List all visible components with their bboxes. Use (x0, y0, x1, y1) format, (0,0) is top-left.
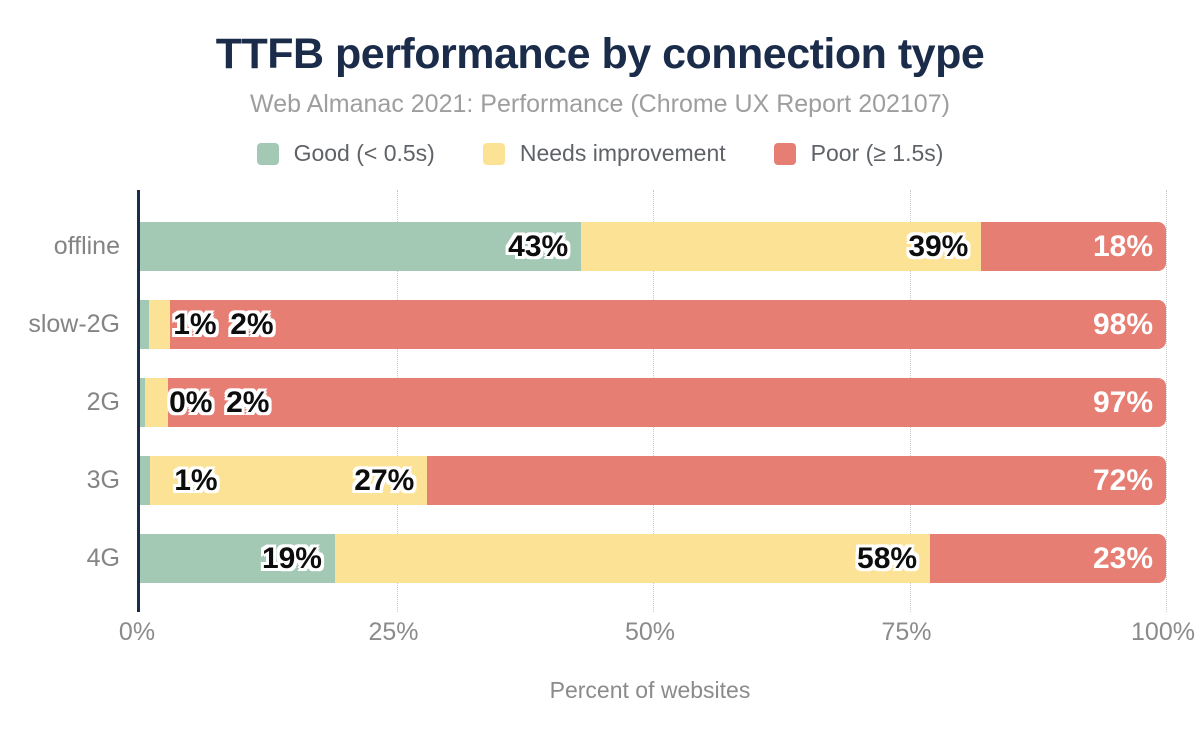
y-label-slow-2g: slow-2G (28, 310, 120, 338)
y-label-2g: 2G (86, 388, 120, 416)
legend-swatch-icon (482, 142, 505, 165)
bar-segment-slow-2g-poor-1-5s (169, 300, 1166, 349)
y-label-offline: offline (53, 232, 120, 260)
x-tick-0: 0% (118, 618, 156, 646)
bar-segment-offline-good-0-5s (140, 222, 582, 271)
bar-value-2g-good-0-5s: 0% (169, 386, 213, 419)
chart-subtitle: Web Almanac 2021: Performance (Chrome UX… (250, 90, 950, 118)
bar-value-offline-needs-improvement: 39% (908, 230, 969, 263)
bar-value-slow-2g-good-0-5s: 1% (173, 308, 217, 341)
plot-area: 43% 39% 18% 1% 2% 98% 0% 2% 97% 1% 27% 72% 19% 58% 23% (137, 190, 1167, 612)
bar-value-4g-good-0-5s: 19% (261, 542, 322, 575)
bar-segment-3g-good-0-5s (140, 456, 151, 505)
bar-value-2g-needs-improvement: 2% (226, 386, 270, 419)
x-axis-title: Percent of websites (549, 677, 751, 703)
bar-row-offline: 43% 39% 18% (140, 222, 1166, 271)
legend-item-good-0-5s: Good (< 0.5s) (256, 140, 435, 167)
bar-segment-3g-poor-1-5s (427, 456, 1166, 505)
x-tick-100: 100% (1131, 618, 1195, 646)
bar-row-3g: 1% 27% 72% (140, 456, 1166, 505)
bar-value-offline-poor-1-5s: 18% (1093, 230, 1154, 263)
legend-label: Needs improvement (519, 140, 726, 166)
bar-segment-offline-needs-improvement (581, 222, 982, 271)
bar-segment-4g-poor-1-5s (930, 534, 1166, 583)
bar-segment-slow-2g-needs-improvement (149, 300, 170, 349)
bar-value-2g-poor-1-5s: 97% (1093, 386, 1154, 419)
bar-segment-2g-needs-improvement (145, 378, 168, 427)
bar-value-slow-2g-needs-improvement: 2% (230, 308, 274, 341)
legend: Good (< 0.5s) Needs improvement Poor (≥ 1.… (0, 140, 1200, 167)
gridline-100 (1166, 190, 1167, 612)
bar-value-slow-2g-poor-1-5s: 98% (1093, 308, 1154, 341)
bar-row-4g: 19% 58% 23% (140, 534, 1166, 583)
legend-item-poor-1-5s: Poor (≥ 1.5s) (773, 140, 944, 167)
bar-value-3g-needs-improvement: 27% (354, 464, 415, 497)
y-label-3g: 3G (86, 466, 120, 494)
legend-item-needs-improvement: Needs improvement (482, 140, 726, 167)
bar-row-slow-2g: 1% 2% 98% (140, 300, 1166, 349)
bar-segment-slow-2g-good-0-5s (140, 300, 150, 349)
legend-swatch-icon (773, 142, 796, 165)
x-tick-50: 50% (624, 618, 676, 646)
y-label-4g: 4G (86, 544, 120, 572)
legend-label: Good (< 0.5s) (293, 140, 435, 166)
bar-segment-2g-good-0-5s (140, 378, 146, 427)
bar-row-2g: 0% 2% 97% (140, 378, 1166, 427)
x-tick-25: 25% (368, 618, 419, 646)
bar-value-3g-good-0-5s: 1% (174, 464, 218, 497)
bar-segment-4g-needs-improvement (334, 534, 931, 583)
bar-value-offline-good-0-5s: 43% (508, 230, 569, 263)
bar-segment-2g-poor-1-5s (167, 378, 1166, 427)
bar-value-4g-poor-1-5s: 23% (1093, 542, 1154, 575)
bar-value-4g-needs-improvement: 58% (857, 542, 918, 575)
chart-title: TTFB performance by connection type (215, 30, 985, 78)
legend-swatch-icon (256, 142, 279, 165)
bar-value-3g-poor-1-5s: 72% (1093, 464, 1154, 497)
bar-segment-offline-poor-1-5s (981, 222, 1166, 271)
bar-segment-4g-good-0-5s (140, 534, 335, 583)
legend-label: Poor (≥ 1.5s) (810, 140, 944, 166)
bar-segment-3g-needs-improvement (150, 456, 428, 505)
x-tick-75: 75% (881, 618, 932, 646)
